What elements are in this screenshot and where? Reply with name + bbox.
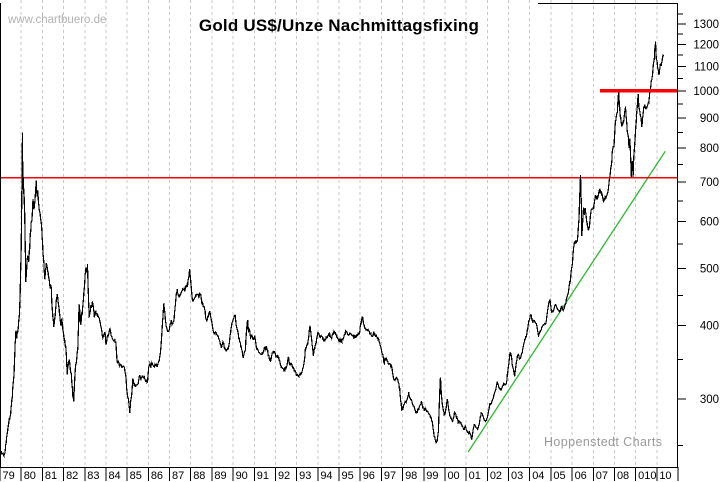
x-axis: 79 80 81 82 83 84 85 86 87 88 89 90 91 92 93 94 95 96 97 98… (0, 467, 679, 482)
x-axis-label: 82 (66, 470, 78, 482)
x-axis-label: 83 (87, 470, 99, 482)
y-axis-label: 800 (700, 143, 719, 155)
x-axis-label: 90 (236, 470, 248, 482)
x-axis-label: 91 (257, 470, 269, 482)
y-axis-label: 1200 (693, 39, 719, 51)
x-axis-label: 98 (405, 470, 417, 482)
y-axis-label: 500 (700, 263, 719, 275)
x-axis-label: 89 (214, 470, 226, 482)
y-axis-label: 700 (700, 177, 719, 189)
x-axis-label: 10 (659, 470, 671, 482)
x-axis-label: 08 (617, 470, 629, 482)
x-axis-label: 87 (172, 470, 184, 482)
x-axis-label: 04 (532, 470, 544, 482)
y-axis-label: 1300 (693, 19, 719, 31)
x-axis-label: 95 (342, 470, 354, 482)
x-axis-label: 92 (278, 470, 290, 482)
watermark: www.chartbuero.de (8, 14, 107, 26)
x-axis-label: 94 (320, 470, 332, 482)
y-axis-label: 900 (700, 113, 719, 125)
x-axis-label: 05 (553, 470, 565, 482)
x-axis-label: 07 (596, 470, 608, 482)
y-axis-label: 1100 (694, 62, 719, 74)
x-axis-label: 85 (130, 470, 142, 482)
x-axis-label: 80 (24, 470, 36, 482)
x-axis-label: 02 (490, 470, 502, 482)
credit-label: Hoppenstedt Charts (544, 435, 663, 449)
y-axis-label: 400 (700, 320, 719, 332)
x-axis-label: 79 (3, 470, 15, 482)
x-axis-label: 81 (45, 470, 57, 482)
grid-lines (20, 0, 658, 467)
x-axis-label: 88 (193, 470, 205, 482)
trend-line (467, 150, 666, 453)
x-axis-label: 03 (511, 470, 523, 482)
x-axis-label: 93 (299, 470, 311, 482)
x-axis-label: 96 (363, 470, 375, 482)
x-axis-label: 97 (384, 470, 396, 482)
x-axis-label: 99 (426, 470, 438, 482)
x-axis-label: 86 (151, 470, 163, 482)
y-axis-label: 600 (700, 217, 719, 229)
y-axis-label: 1000 (693, 86, 719, 98)
x-axis-label: 01 (469, 470, 481, 482)
x-axis-label: 00 (447, 470, 459, 482)
y-axis: 300 400 500 600 700 800 900 1000 1100 1200 1300 (678, 13, 719, 447)
x-axis-label: 84 (108, 470, 120, 482)
price-line (0, 41, 665, 461)
x-axis-label: 010 (638, 470, 656, 482)
x-axis-label: 06 (575, 470, 587, 482)
chart-title: Gold US$/Unze Nachmittagsfixing (198, 16, 480, 35)
y-axis-label: 300 (700, 394, 719, 406)
